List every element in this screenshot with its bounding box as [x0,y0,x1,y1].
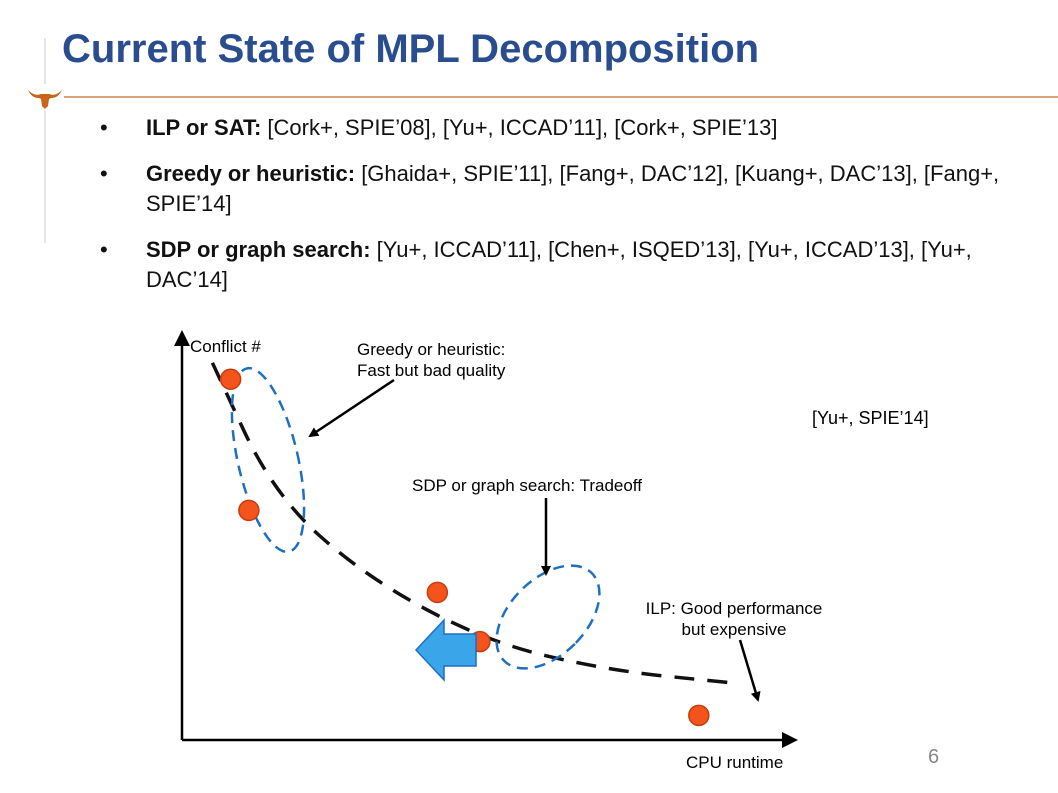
sdp-cluster-ellipse [495,564,601,670]
title-underline [26,96,1058,98]
bullet-citations: [Yu+, ICCAD’11], [Chen+, ISQED’13], [Yu+… [146,237,972,292]
bullet-item: • SDP or graph search: [Yu+, ICCAD’11], … [100,235,1020,295]
slide-number: 6 [928,746,940,768]
data-point [688,704,710,727]
y-axis-label: Conflict # [190,337,261,356]
annotation-greedy-line2: Fast but bad quality [357,361,506,380]
greedy-callout-arrow-icon [308,378,395,438]
bullet-item: • ILP or SAT: [Cork+, SPIE’08], [Yu+, IC… [100,113,1020,143]
bullet-marker: • [100,161,108,186]
greedy-cluster-ellipse [230,366,306,554]
y-axis-arrow-icon [174,330,190,346]
data-point [426,581,449,604]
data-point [219,368,242,390]
bullet-citations: [Cork+, SPIE’08], [Yu+, ICCAD’11], [Cork… [261,115,778,140]
longhorn-logo [26,84,64,110]
x-axis-label: CPU runtime [686,753,783,772]
annotation-sdp-line1: SDP or graph search: Tradeoff [412,476,642,495]
bullet-list: • ILP or SAT: [Cork+, SPIE’08], [Yu+, IC… [100,113,1020,311]
annotation-greedy-line1: Greedy or heuristic: [357,340,505,359]
data-points [219,368,710,727]
bullet-marker: • [100,115,108,140]
improvement-arrow-icon [414,618,477,682]
bullet-marker: • [100,237,108,262]
bullet-heading: ILP or SAT: [146,115,262,140]
longhorn-icon [28,90,62,109]
annotation-ilp-line1: ILP: Good performance [646,599,823,618]
annotation-ilp-line2: but expensive [682,620,787,639]
left-vertical-rule [44,38,46,243]
bullet-citations: [Ghaida+, SPIE’11], [Fang+, DAC’12], [Ku… [146,161,1000,216]
x-axis-arrow-icon [782,732,798,748]
chart-axes [174,330,798,748]
bullet-item: • Greedy or heuristic: [Ghaida+, SPIE’11… [100,159,1020,219]
bullet-heading: Greedy or heuristic: [146,161,356,186]
bullet-heading: SDP or graph search: [146,237,371,262]
citation-label: [Yu+, SPIE’14] [812,408,929,428]
tradeoff-curve [210,362,730,685]
ilp-callout-arrow-icon [738,639,761,702]
data-point [238,499,260,522]
slide-title: Current State of MPL Decomposition [62,27,760,71]
